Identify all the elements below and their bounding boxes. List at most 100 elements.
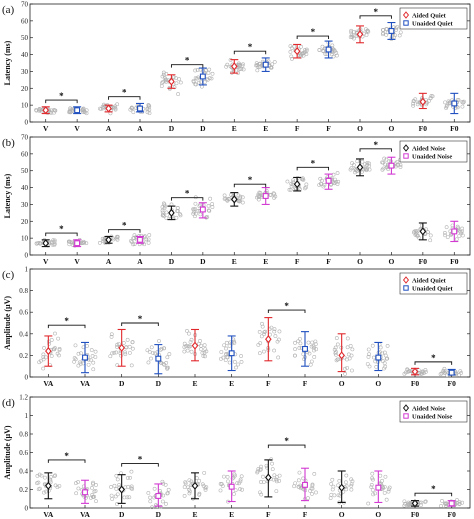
mean-marker-diamond xyxy=(230,195,238,204)
scatter-point xyxy=(310,340,315,345)
scatter-point xyxy=(416,235,421,240)
scatter-point xyxy=(442,501,447,506)
scatter-point xyxy=(68,110,73,115)
scatter-point xyxy=(185,348,190,353)
legend-label: Aided Noise xyxy=(412,145,446,152)
scatter-point xyxy=(52,108,57,113)
legend-label: Aided Quiet xyxy=(412,12,447,19)
scatter-point xyxy=(419,500,424,505)
x-tick-label: F xyxy=(326,124,331,133)
legend-label: Unaided Quiet xyxy=(412,20,453,27)
scatter-point xyxy=(132,235,136,240)
x-tick-label: F xyxy=(295,124,300,133)
scatter-point xyxy=(381,160,386,165)
scatter-point xyxy=(365,160,370,165)
scatter-point xyxy=(238,487,242,492)
scatter-point xyxy=(43,475,47,480)
scatter-point xyxy=(262,330,267,335)
scatter-point xyxy=(290,56,294,61)
scatter-point xyxy=(257,351,262,356)
x-tick-label: F0 xyxy=(411,379,420,388)
scatter-point xyxy=(153,503,158,508)
scatter-point xyxy=(264,188,269,193)
scatter-point xyxy=(348,344,353,348)
mean-marker-square xyxy=(448,500,455,507)
mean-marker-square xyxy=(137,236,143,243)
significance-star: * xyxy=(248,175,253,185)
significance-bracket xyxy=(121,322,159,326)
mean-marker-square xyxy=(82,354,88,361)
scatter-point xyxy=(423,370,428,374)
scatter-point xyxy=(254,61,259,66)
scatter-point xyxy=(149,356,153,361)
scatter-point xyxy=(240,487,244,492)
scatter-point xyxy=(274,489,279,494)
scatter-point xyxy=(330,487,335,492)
scatter-point xyxy=(238,477,243,482)
mean-marker-diamond xyxy=(230,62,238,71)
scatter-point xyxy=(160,210,165,215)
significance-bracket xyxy=(233,50,267,55)
scatter-point xyxy=(335,182,340,186)
scatter-point xyxy=(76,351,81,356)
scatter-point xyxy=(241,67,246,72)
scatter-point xyxy=(380,359,385,364)
scatter-point xyxy=(183,481,188,486)
scatter-point xyxy=(219,350,224,354)
scatter-point xyxy=(350,34,355,39)
plot-frame xyxy=(29,3,471,123)
scatter-point xyxy=(301,177,306,182)
x-tick-label: F0 xyxy=(447,379,456,388)
scatter-point xyxy=(41,352,46,357)
scatter-point xyxy=(462,99,466,104)
scatter-point xyxy=(395,24,400,29)
scatter-point xyxy=(276,355,281,360)
y-tick-label: 0 xyxy=(25,505,29,513)
y-tick-label: 40 xyxy=(21,51,29,59)
scatter-point xyxy=(52,242,57,246)
scatter-point xyxy=(175,205,180,210)
significance-star: * xyxy=(311,158,316,168)
scatter-point xyxy=(460,500,465,505)
scatter-point xyxy=(166,487,171,492)
scatter-point xyxy=(335,342,340,347)
scatter-point xyxy=(310,492,314,496)
significance-star: * xyxy=(138,455,143,465)
scatter-point xyxy=(382,484,387,489)
significance-star: * xyxy=(311,27,316,37)
scatter-point xyxy=(194,82,198,87)
scatter-point xyxy=(57,348,62,352)
scatter-point xyxy=(300,51,305,56)
scatter-point xyxy=(259,464,263,469)
scatter-point xyxy=(443,100,447,105)
scatter-point xyxy=(90,485,94,490)
scatter-point xyxy=(66,239,71,244)
scatter-point xyxy=(270,461,274,466)
scatter-point xyxy=(193,214,197,219)
scatter-point xyxy=(52,474,57,479)
scatter-point xyxy=(145,107,150,112)
scatter-point xyxy=(38,107,43,112)
scatter-point xyxy=(126,484,131,489)
scatter-point xyxy=(114,473,119,478)
scatter-point xyxy=(331,172,336,177)
scatter-point xyxy=(260,321,264,326)
scatter-point xyxy=(256,467,261,471)
scatter-point xyxy=(457,234,462,238)
scatter-point xyxy=(113,494,118,499)
scatter-point xyxy=(236,362,240,367)
scatter-point xyxy=(306,340,311,345)
scatter-point xyxy=(255,62,260,67)
scatter-point xyxy=(439,503,443,508)
scatter-point xyxy=(198,339,202,343)
y-tick-label: 10 xyxy=(21,102,29,110)
scatter-point xyxy=(335,171,340,175)
scatter-point xyxy=(127,350,132,355)
scatter-point xyxy=(367,352,371,357)
significance-star: * xyxy=(59,91,64,101)
y-tick-label: 1 xyxy=(25,412,29,420)
scatter-point xyxy=(158,347,163,352)
scatter-point xyxy=(110,497,115,501)
scatter-point xyxy=(53,473,58,478)
